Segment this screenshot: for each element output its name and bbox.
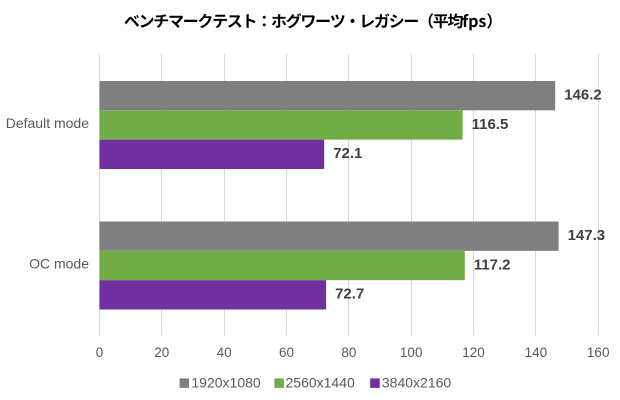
svg-text:72.1: 72.1 bbox=[333, 145, 362, 162]
svg-text:20: 20 bbox=[154, 345, 169, 360]
svg-text:0: 0 bbox=[96, 345, 104, 360]
svg-text:60: 60 bbox=[279, 345, 294, 360]
svg-text:2560x1440: 2560x1440 bbox=[286, 374, 356, 390]
svg-text:160: 160 bbox=[587, 345, 610, 360]
svg-text:120: 120 bbox=[462, 345, 485, 360]
svg-text:72.7: 72.7 bbox=[335, 286, 364, 303]
svg-text:100: 100 bbox=[400, 345, 423, 360]
svg-text:116.5: 116.5 bbox=[472, 116, 509, 133]
svg-text:146.2: 146.2 bbox=[564, 87, 602, 104]
svg-text:140: 140 bbox=[525, 345, 548, 360]
svg-text:40: 40 bbox=[217, 345, 232, 360]
svg-text:1920x1080: 1920x1080 bbox=[191, 374, 261, 390]
svg-text:Default mode: Default mode bbox=[6, 115, 89, 131]
svg-text:117.2: 117.2 bbox=[474, 256, 511, 273]
svg-text:OC mode: OC mode bbox=[29, 256, 89, 272]
svg-text:3840x2160: 3840x2160 bbox=[382, 374, 452, 390]
svg-text:80: 80 bbox=[341, 345, 356, 360]
svg-text:147.3: 147.3 bbox=[568, 227, 606, 244]
